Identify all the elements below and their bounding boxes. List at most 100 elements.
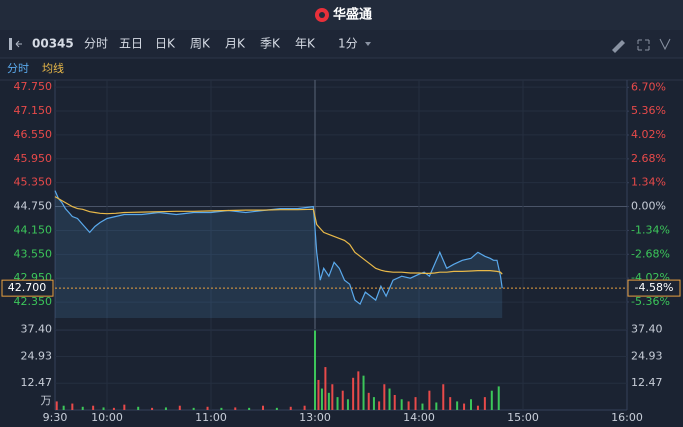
volume-bar [275,407,278,410]
x-tick-label: 13:00 [299,411,331,424]
y-tick-label: 44.750 [14,200,53,213]
volume-bar [303,405,306,410]
tab[interactable]: 五日 [119,37,143,51]
symbol: 00345 [32,37,74,51]
volume-bar [164,407,167,410]
y2-tick-label: 2.68% [631,152,666,165]
volume-bar [362,375,365,410]
y-tick-label: 43.550 [14,247,53,260]
volume-bar [456,401,459,410]
volume-bar [497,386,500,410]
volume-bar [476,405,479,410]
y-tick-label: 45.350 [14,176,53,189]
volume-bar [407,401,410,410]
price-area [55,190,503,318]
volume-bar [414,397,417,410]
settings-icon[interactable] [659,38,671,51]
interval[interactable]: 1分 [338,37,358,51]
volume-bar [346,399,349,410]
volume-bar [400,399,403,410]
dropdown-arrow[interactable] [365,42,371,46]
volume-tick-label-right: 37.40 [631,323,663,336]
volume-bar [442,384,445,410]
tab[interactable]: 日K [155,37,176,51]
volume-bar [137,406,140,410]
y-tick-label: 44.150 [14,223,53,236]
y-tick-label: 47.750 [14,80,53,93]
volume-bar [320,388,323,410]
volume-bar [341,390,344,410]
volume-bar [81,406,84,410]
volume-bar [336,397,339,410]
volume-bar [327,392,330,410]
volume-bar [463,403,466,410]
volume-bar [449,397,452,410]
y2-tick-label: 5.36% [631,104,666,117]
volume-tick-label: 37.40 [21,323,53,336]
logo-inner [319,12,325,18]
x-tick-label: 14:00 [403,411,435,424]
tab[interactable]: 月K [225,37,246,51]
volume-bar [470,399,472,410]
legend-entry: 分时 [7,62,29,75]
volume-bar [483,397,486,410]
x-tick-label: 11:00 [195,411,227,424]
y2-tick-label: 6.70% [631,80,666,93]
current-price-box [1,279,54,297]
volume-bar [435,402,438,410]
y-tick-label: 47.150 [14,104,53,117]
volume-bar [367,392,370,410]
volume-bar [178,405,181,410]
volume-bar [71,403,74,410]
y2-tick-label: 0.00% [631,200,666,213]
volume-bar [289,406,292,410]
volume-bar [62,405,65,410]
volume-bar [92,405,95,410]
x-tick-label: 10:00 [91,411,123,424]
volume-bar [55,401,58,410]
y2-tick-label: -2.68% [631,247,670,260]
tab[interactable]: 分时 [84,37,108,51]
volume-bar [102,407,105,410]
legend-entry: 均线 [42,61,64,75]
tab[interactable]: 季K [260,37,281,51]
x-tick-label: 15:00 [507,411,539,424]
y2-tick-label: 4.02% [631,128,666,141]
volume-bar [220,407,223,410]
volume-bar [383,384,386,410]
volume-unit: 万 [41,394,52,407]
volume-bar [192,407,195,410]
volume-bar [317,379,320,410]
tab[interactable]: 年K [295,37,316,51]
toolbar [0,30,683,58]
tab[interactable]: 周K [190,37,211,51]
x-tick-label: 16:00 [611,411,643,424]
volume-tick-label: 12.47 [21,376,53,389]
draw-icon[interactable] [612,40,625,53]
volume-bar [352,377,355,410]
back-icon[interactable] [15,40,22,48]
fullscreen-icon[interactable] [637,39,650,51]
volume-bar [421,403,424,410]
volume-bar [357,371,360,410]
volume-bar [372,397,375,410]
volume-bar [314,330,316,410]
app-title: 华盛通 [333,7,372,23]
volume-bar [151,407,154,410]
volume-bar [123,404,126,410]
volume-bar [393,394,396,410]
volume-tick-label: 24.93 [21,349,53,362]
volume-bar [388,388,391,410]
volume-bar [331,384,334,410]
x-tick-label: 9:30 [43,411,68,424]
series-line [54,190,503,306]
collapse-icon[interactable] [9,38,12,50]
current-price-label: 42.700 [8,281,47,294]
volume-bar [428,390,431,410]
header-bar [0,0,683,30]
y2-tick-label: 1.34% [631,176,666,189]
volume-tick-label-right: 24.93 [631,349,663,362]
current-change-box [627,279,681,297]
